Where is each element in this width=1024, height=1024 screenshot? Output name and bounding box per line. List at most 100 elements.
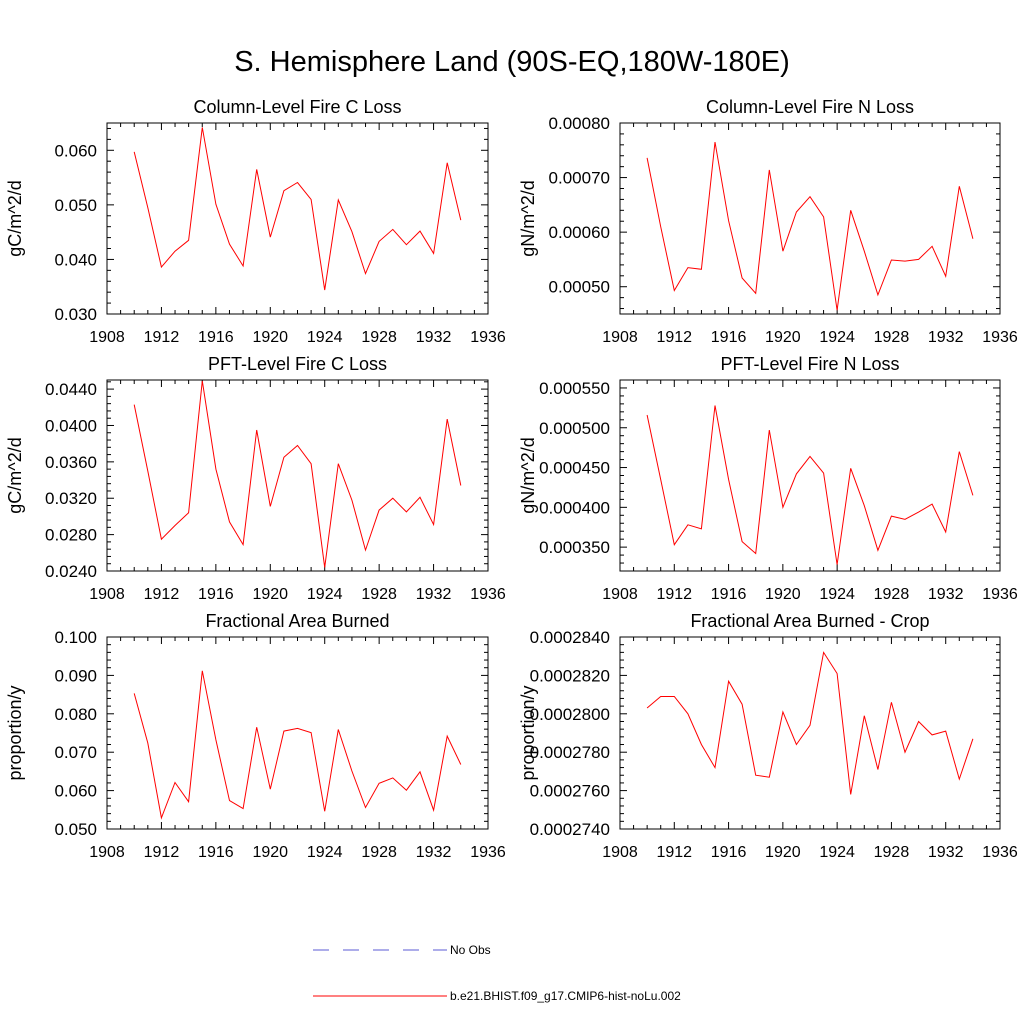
y-tick-label: 0.050	[54, 196, 97, 215]
x-tick-label: 1924	[307, 329, 343, 346]
chart-panel-5: 1908 1912 1916 1920 1924 1928 1932 1936 0.050 0.0…	[5, 611, 506, 861]
x-tick-label: 1912	[144, 329, 180, 346]
chart-panel-2: 1908 1912 1916 1920 1924 1928 1932 1936 0.00050 0…	[518, 97, 1018, 346]
x-tick-label: 1928	[361, 586, 397, 603]
x-tick-label: 1936	[470, 329, 506, 346]
y-tick-label: 0.0280	[45, 526, 97, 545]
y-axis-label: gN/m^2/d	[518, 180, 538, 256]
y-axis-label: proportion/y	[518, 685, 538, 780]
legend-model-label: b.e21.BHIST.f09_g17.CMIP6-hist-noLu.002	[450, 989, 681, 1003]
y-tick-label: 0.070	[54, 743, 97, 762]
panel-title: PFT-Level Fire C Loss	[208, 354, 387, 374]
x-tick-label: 1924	[307, 586, 343, 603]
y-tick-label: 0.090	[54, 666, 97, 685]
series-line	[133, 670, 462, 820]
x-tick-label: 1908	[89, 329, 125, 346]
x-tick-label: 1912	[656, 586, 692, 603]
x-tick-label: 1936	[470, 586, 506, 603]
x-tick-label: 1916	[711, 586, 747, 603]
x-tick-label: 1912	[144, 586, 180, 603]
panel-title: Fractional Area Burned - Crop	[690, 611, 929, 631]
x-tick-label: 1920	[765, 329, 801, 346]
chart-panel-6: 1908 1912 1916 1920 1924 1928 1932 1936 0.000274…	[518, 611, 1018, 861]
panel-title: PFT-Level Fire N Loss	[720, 354, 899, 374]
x-tick-label: 1928	[361, 329, 397, 346]
y-tick-label: 0.060	[54, 141, 97, 160]
panel-title: Fractional Area Burned	[205, 611, 389, 631]
y-tick-label: 0.00080	[549, 114, 610, 133]
chart-panel-4: 1908 1912 1916 1920 1924 1928 1932 1936 0.000350…	[518, 354, 1018, 603]
series-line	[133, 127, 462, 291]
panel-title: Column-Level Fire C Loss	[193, 97, 401, 117]
x-tick-label: 1920	[765, 844, 801, 861]
x-tick-label: 1908	[602, 329, 638, 346]
x-tick-label: 1908	[602, 844, 638, 861]
x-tick-label: 1936	[982, 586, 1018, 603]
x-tick-label: 1908	[89, 586, 125, 603]
y-tick-label: 0.000550	[539, 379, 610, 398]
x-tick-label: 1912	[144, 844, 180, 861]
y-tick-label: 0.040	[54, 250, 97, 269]
y-axis-label: proportion/y	[5, 685, 25, 780]
x-tick-label: 1920	[252, 586, 288, 603]
x-tick-label: 1928	[361, 844, 397, 861]
x-tick-label: 1920	[252, 329, 288, 346]
panel-title: Column-Level Fire N Loss	[706, 97, 914, 117]
x-tick-label: 1916	[198, 586, 234, 603]
x-tick-label: 1924	[819, 586, 855, 603]
y-tick-label: 0.0002780	[530, 743, 610, 762]
x-tick-label: 1936	[982, 329, 1018, 346]
y-tick-label: 0.050	[54, 820, 97, 839]
x-tick-label: 1932	[928, 586, 964, 603]
x-tick-label: 1928	[874, 586, 910, 603]
y-tick-label: 0.100	[54, 628, 97, 647]
series-line	[646, 405, 974, 565]
y-axis-label: gN/m^2/d	[518, 437, 538, 513]
x-tick-label: 1908	[89, 844, 125, 861]
y-axis-label: gC/m^2/d	[5, 437, 25, 513]
y-tick-label: 0.0002800	[530, 705, 610, 724]
x-tick-label: 1924	[819, 329, 855, 346]
y-tick-label: 0.0360	[45, 453, 97, 472]
x-tick-label: 1932	[928, 329, 964, 346]
y-tick-label: 0.0440	[45, 380, 97, 399]
x-tick-label: 1916	[198, 844, 234, 861]
y-tick-label: 0.0002740	[530, 820, 610, 839]
x-tick-label: 1912	[656, 844, 692, 861]
x-tick-label: 1932	[416, 844, 452, 861]
y-tick-label: 0.0240	[45, 562, 97, 581]
y-tick-label: 0.000450	[539, 459, 610, 478]
x-tick-label: 1932	[928, 844, 964, 861]
series-line	[646, 142, 974, 311]
y-tick-label: 0.0400	[45, 416, 97, 435]
x-tick-label: 1920	[765, 586, 801, 603]
x-tick-label: 1924	[819, 844, 855, 861]
legend-no-obs-label: No Obs	[450, 943, 491, 957]
x-tick-label: 1928	[874, 329, 910, 346]
series-line	[646, 651, 974, 795]
x-tick-label: 1920	[252, 844, 288, 861]
y-tick-label: 0.00050	[549, 278, 610, 297]
x-tick-label: 1932	[416, 586, 452, 603]
y-tick-label: 0.000350	[539, 538, 610, 557]
x-tick-label: 1912	[656, 329, 692, 346]
figure-title: S. Hemisphere Land (90S-EQ,180W-180E)	[234, 46, 790, 78]
y-tick-label: 0.0002820	[530, 666, 610, 685]
x-tick-label: 1936	[470, 844, 506, 861]
x-tick-label: 1916	[711, 844, 747, 861]
y-tick-label: 0.060	[54, 782, 97, 801]
x-tick-label: 1908	[602, 586, 638, 603]
x-tick-label: 1916	[711, 329, 747, 346]
x-tick-label: 1916	[198, 329, 234, 346]
y-tick-label: 0.00070	[549, 169, 610, 188]
x-tick-label: 1924	[307, 844, 343, 861]
x-tick-label: 1928	[874, 844, 910, 861]
x-tick-label: 1936	[982, 844, 1018, 861]
y-tick-label: 0.0002760	[530, 782, 610, 801]
y-axis-label: gC/m^2/d	[5, 180, 25, 256]
chart-panel-1: 1908 1912 1916 1920 1924 1928 1932 1936 0.030 0.0…	[5, 97, 506, 346]
y-tick-label: 0.030	[54, 305, 97, 324]
x-tick-label: 1932	[416, 329, 452, 346]
